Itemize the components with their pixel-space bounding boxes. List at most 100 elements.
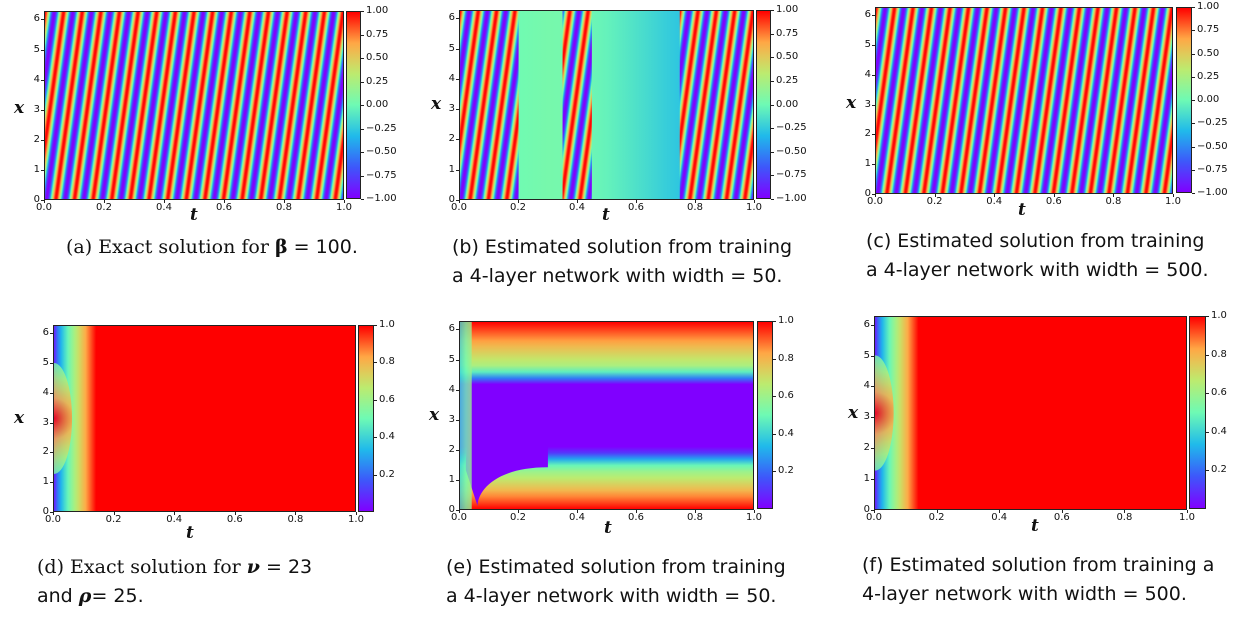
- x-tick-mark: [44, 200, 45, 203]
- heatmap-early-dip: [465, 389, 548, 507]
- colorbar-tick-label: −0.50: [366, 146, 397, 157]
- y-tick-label: 3: [448, 413, 455, 425]
- colorbar-tick-mark: [374, 437, 377, 439]
- y-tick-label: 5: [864, 39, 871, 51]
- x-tick-mark: [174, 512, 176, 515]
- x-tick-label: 0.2: [510, 512, 526, 523]
- y-tick-label: 2: [864, 128, 871, 140]
- y-tick-label: 1: [864, 158, 871, 170]
- rho-symbol: ρ: [78, 585, 92, 607]
- colorbar-tick-label: 0.75: [366, 28, 389, 40]
- colorbar-tick-mark: [1192, 30, 1195, 32]
- y-tick-label: 0: [448, 504, 455, 515]
- x-axis-label-e: t: [604, 518, 612, 538]
- colorbar-tick-mark: [1192, 169, 1195, 171]
- colorbar-tick-label: 0.2: [379, 468, 395, 480]
- y-tick-mark: [41, 169, 44, 171]
- y-axis-label-b: x: [431, 94, 442, 114]
- y-tick-mark: [456, 329, 459, 331]
- y-tick-label: 4: [448, 383, 455, 395]
- y-tick-label: 4: [42, 386, 49, 398]
- colorbar-tick-label: −0.25: [366, 122, 397, 134]
- colorbar-c: [1176, 7, 1192, 193]
- y-tick-mark: [456, 48, 459, 50]
- colorbar-tick-label: 0.00: [366, 99, 389, 110]
- x-axis-label-d: t: [186, 523, 194, 543]
- y-tick-mark: [456, 389, 459, 391]
- y-axis-label-a: x: [14, 98, 25, 118]
- heatmap-field: [876, 8, 1172, 193]
- colorbar-tick-mark: [1192, 193, 1195, 194]
- x-tick-mark: [695, 510, 696, 513]
- y-tick-mark: [50, 452, 53, 454]
- caption-b-line2: a 4-layer network with width = 50.: [452, 265, 783, 287]
- x-tick-mark: [1173, 194, 1174, 197]
- y-tick-mark: [872, 134, 875, 136]
- colorbar-tick-label: 1.0: [778, 315, 794, 326]
- x-tick-label: 0.0: [45, 514, 61, 525]
- y-tick-label: 4: [864, 68, 871, 80]
- caption-c: (c) Estimated solution from training a 4…: [866, 227, 1209, 285]
- y-tick-label: 5: [448, 353, 455, 365]
- colorbar-tick-label: 0.00: [1197, 94, 1220, 105]
- y-tick-label: 3: [33, 103, 40, 115]
- y-tick-label: 2: [448, 443, 455, 455]
- caption-e: (e) Estimated solution from training a 4…: [446, 553, 786, 611]
- caption-d-line1: (d) Exact solution for ν = 23: [37, 553, 312, 582]
- y-tick-label: 1: [42, 476, 49, 488]
- x-axis-label-c: t: [1018, 200, 1026, 220]
- y-tick-label: 2: [33, 133, 40, 145]
- x-tick-mark: [295, 512, 297, 515]
- colorbar-tick-mark: [374, 362, 377, 364]
- x-tick-label: 0.6: [628, 202, 644, 213]
- heatmap-d: [53, 325, 356, 512]
- y-tick-mark: [41, 109, 44, 111]
- caption-d-text: (d) Exact solution for: [37, 556, 247, 578]
- y-tick-mark: [872, 15, 875, 17]
- colorbar-tick-label: 0.75: [776, 27, 799, 39]
- colorbar-tick-mark: [773, 433, 776, 435]
- colorbar-tick-label: 1.00: [776, 4, 799, 15]
- colorbar-gradient: [1190, 317, 1205, 508]
- colorbar-tick-mark: [771, 151, 774, 153]
- colorbar-tick-mark: [773, 321, 776, 322]
- x-tick-mark: [754, 510, 755, 513]
- y-tick-mark: [871, 324, 874, 326]
- y-tick-mark: [41, 79, 44, 81]
- x-tick-mark: [695, 200, 696, 203]
- colorbar-tick-mark: [1206, 393, 1209, 395]
- y-tick-label: 1: [33, 163, 40, 175]
- x-tick-mark: [164, 200, 165, 203]
- y-tick-label: 3: [864, 98, 871, 110]
- colorbar-tick-label: 0.50: [1197, 47, 1220, 59]
- x-tick-mark: [999, 510, 1001, 513]
- y-tick-mark: [456, 419, 459, 421]
- caption-e-line1: (e) Estimated solution from training: [446, 556, 786, 578]
- colorbar-tick-mark: [771, 199, 774, 200]
- x-tick-mark: [577, 510, 578, 513]
- x-tick-mark: [636, 200, 637, 203]
- heatmap-center-peak: [54, 363, 73, 474]
- beta-symbol: β: [274, 236, 288, 258]
- colorbar-tick-mark: [1206, 354, 1209, 356]
- y-tick-mark: [456, 200, 459, 201]
- colorbar-tick-label: 0.8: [379, 356, 395, 368]
- x-tick-label: 0.6: [216, 202, 232, 213]
- x-tick-label: 0.4: [156, 202, 172, 213]
- colorbar-tick-mark: [361, 58, 364, 59]
- y-tick-label: 0: [864, 188, 871, 199]
- colorbar-tick-mark: [1192, 76, 1195, 78]
- caption-c-line2: a 4-layer network with width = 500.: [866, 259, 1209, 281]
- colorbar-tick-mark: [374, 399, 377, 401]
- caption-d-value2: = 25.: [91, 585, 144, 607]
- y-tick-mark: [50, 363, 53, 365]
- colorbar-tick-mark: [1192, 53, 1195, 55]
- y-tick-mark: [50, 512, 53, 513]
- x-tick-mark: [1061, 510, 1063, 513]
- y-tick-mark: [41, 200, 44, 201]
- x-tick-label: 0.4: [569, 512, 585, 523]
- x-tick-label: 0.2: [928, 512, 945, 523]
- colorbar-tick-label: −0.75: [776, 169, 807, 181]
- colorbar-tick-label: 1.0: [1211, 310, 1227, 321]
- y-tick-mark: [456, 510, 459, 511]
